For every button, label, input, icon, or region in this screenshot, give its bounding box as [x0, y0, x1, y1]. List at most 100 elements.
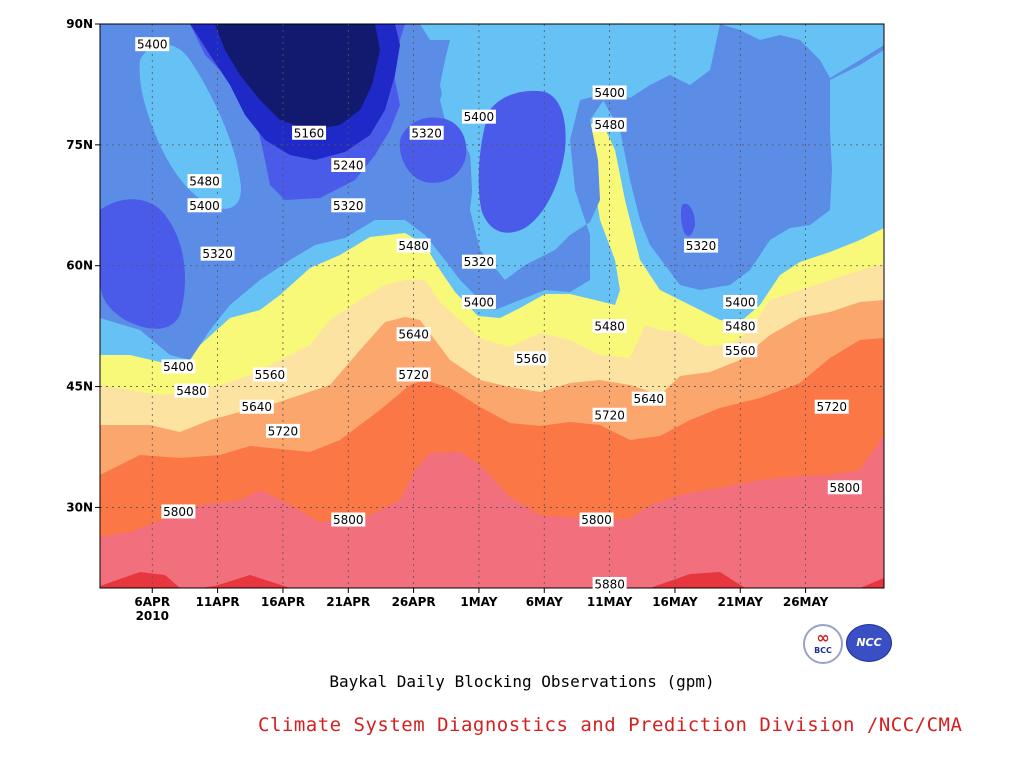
contour-label: 5320: [200, 246, 235, 261]
contour-label-text: 5320: [202, 247, 233, 261]
plot-frame: [99, 23, 885, 589]
contour-label-box: [723, 343, 758, 358]
contour-label: 5800: [161, 504, 196, 519]
contour-label-box: [174, 383, 209, 398]
y-axis: 30N 45N 60N 75N 90N: [66, 17, 100, 514]
bcc-emblem-icon: ∞: [816, 628, 830, 647]
contour-label-box: [265, 423, 300, 438]
contour-label-text: 5320: [686, 239, 717, 253]
contour-label: 5480: [592, 117, 627, 132]
contour-label-box: [409, 125, 444, 140]
contour-label-text: 5800: [581, 513, 612, 527]
contour-label-box: [723, 294, 758, 309]
band-below-5160: [215, 24, 380, 130]
contour-label: 5480: [396, 238, 431, 253]
contour-label-box: [461, 294, 496, 309]
contour-label-box: [827, 480, 862, 495]
contour-label: 5160: [292, 125, 327, 140]
contour-label-text: 5800: [830, 481, 861, 495]
contour-label: 5640: [239, 399, 274, 414]
contour-label-text: 5400: [189, 199, 220, 213]
contour-label-box: [592, 85, 627, 100]
contour-label: 5480: [592, 319, 627, 334]
contour-label-box: [396, 238, 431, 253]
contour-label-box: [723, 319, 758, 334]
credit-line: Climate System Diagnostics and Predictio…: [258, 714, 963, 736]
contour-label: 5720: [592, 407, 627, 422]
contour-label: 5880: [592, 576, 627, 591]
x-tick-label: 6APR: [134, 595, 170, 609]
contour-label: 5400: [135, 37, 170, 52]
contour-label-box: [814, 399, 849, 414]
contour-label-box: [187, 174, 222, 189]
contour-label: 5480: [187, 174, 222, 189]
x-axis-year-label: 2010: [136, 609, 169, 623]
x-tick-label: 26MAY: [783, 595, 829, 609]
contour-label-text: 5480: [594, 320, 625, 334]
band-5240-island-e: [680, 203, 695, 236]
x-tick-label: 6MAY: [526, 595, 563, 609]
y-tick-label: 90N: [66, 17, 93, 31]
contour-label: 5480: [723, 319, 758, 334]
chart-title: Baykal Daily Blocking Observations (gpm): [329, 672, 715, 691]
contour-label-text: 5800: [333, 513, 364, 527]
contour-label-box: [161, 504, 196, 519]
contour-label: 5560: [723, 343, 758, 358]
contour-label: 5320: [409, 125, 444, 140]
contour-label: 5560: [514, 351, 549, 366]
contour-label-box: [161, 359, 196, 374]
contour-label-box: [631, 391, 666, 406]
contour-label-text: 5320: [333, 199, 364, 213]
contour-label-box: [461, 109, 496, 124]
contour-label: 5640: [396, 327, 431, 342]
contour-label-box: [579, 512, 614, 527]
x-tick-label: 16MAY: [652, 595, 698, 609]
contour-label-box: [396, 327, 431, 342]
contour-label-text: 5160: [294, 126, 325, 140]
x-tick-label: 21MAY: [718, 595, 764, 609]
contour-label: 5400: [161, 359, 196, 374]
contour-label: 5400: [592, 85, 627, 100]
contour-label-box: [514, 351, 549, 366]
contour-label-text: 5480: [398, 239, 429, 253]
contour-label-text: 5480: [594, 118, 625, 132]
bcc-logo-text: BCC: [814, 646, 832, 655]
band-5240-island-d: [100, 199, 185, 329]
contour-label-box: [592, 319, 627, 334]
contour-label: 5640: [631, 391, 666, 406]
contour-label-box: [592, 407, 627, 422]
contour-label: 5720: [265, 423, 300, 438]
contour-label-text: 5320: [411, 126, 442, 140]
ncc-logo-text: NCC: [856, 636, 882, 649]
contour-label: 5720: [396, 367, 431, 382]
contour-label-text: 5720: [268, 424, 299, 438]
contour-label-text: 5640: [398, 328, 429, 342]
contour-label-text: 5480: [725, 320, 756, 334]
x-tick-label: 11APR: [196, 595, 240, 609]
band-5400-left-island: [139, 44, 241, 209]
contour-label-text: 5880: [594, 577, 625, 591]
contour-label-text: 5640: [242, 400, 273, 414]
contour-label-box: [592, 117, 627, 132]
contour-label: 5720: [814, 399, 849, 414]
contour-label-box: [331, 158, 366, 172]
contour-label: 5240: [331, 158, 366, 173]
contour-label-text: 5320: [464, 255, 495, 269]
contour-label-box: [187, 198, 222, 213]
contour-label-text: 5800: [163, 505, 194, 519]
bcc-logo: ∞ BCC: [803, 624, 843, 664]
contour-label: 5800: [331, 512, 366, 527]
band-5400-right-island: [720, 24, 884, 78]
contour-label: 5320: [331, 198, 366, 213]
contour-label-box: [239, 399, 274, 414]
contour-label-box: [396, 367, 431, 382]
y-tick-label: 75N: [66, 138, 93, 152]
contour-label: 5560: [252, 367, 287, 382]
contour-label-text: 5720: [594, 408, 625, 422]
contour-label-text: 5400: [137, 38, 168, 52]
contour-label: 5480: [174, 383, 209, 398]
contour-label: 5400: [461, 109, 496, 124]
contour-label-box: [200, 246, 235, 261]
contour-label: 5400: [187, 198, 222, 213]
contour-label-box: [331, 198, 366, 213]
